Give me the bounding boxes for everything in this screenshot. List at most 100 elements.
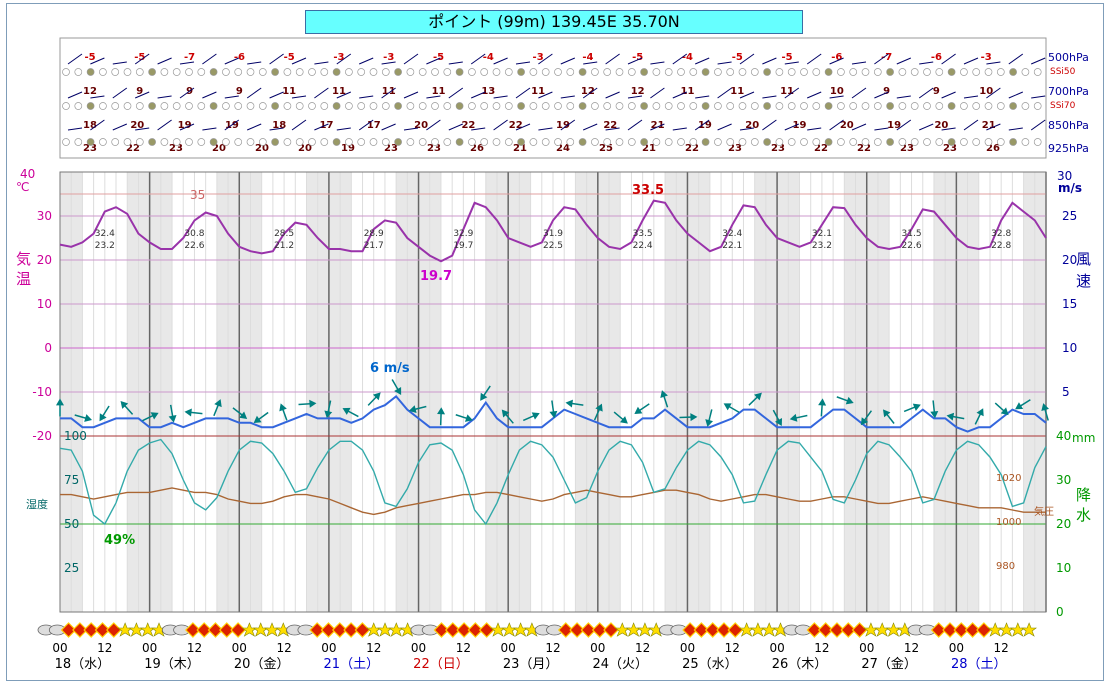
star-icon xyxy=(625,622,642,637)
upper-air-temp: 18 xyxy=(272,120,286,131)
humidity-dot xyxy=(234,102,243,110)
sun-icon xyxy=(354,622,371,638)
wind-barb xyxy=(67,91,83,99)
humidity-dot xyxy=(984,68,993,76)
upper-air-temp: 11 xyxy=(382,86,396,97)
humidity-dot xyxy=(910,102,919,110)
wind-arrow-head xyxy=(408,405,417,414)
sun-icon xyxy=(704,622,721,638)
wind-arrow-head xyxy=(818,398,827,406)
upper-air-temp: 12 xyxy=(83,86,97,97)
humidity-dot xyxy=(960,68,968,76)
wind-arrow xyxy=(437,407,446,426)
upper-air-temp: -6 xyxy=(831,52,842,63)
wind-barb xyxy=(291,57,307,65)
humidity-dot xyxy=(295,68,304,76)
humidity-dot xyxy=(111,102,120,110)
wind-barb xyxy=(807,127,822,131)
upper-air-temp: 24 xyxy=(556,143,570,154)
sun-icon xyxy=(230,622,246,638)
humidity-dot xyxy=(431,102,439,110)
humidity-dot xyxy=(345,102,353,110)
hour-label-00: 00 xyxy=(501,641,516,655)
wind-barb xyxy=(135,91,150,99)
wind-arrow-head xyxy=(239,411,248,419)
humidity-dot xyxy=(308,68,316,76)
wind-barb xyxy=(426,95,441,99)
humidity-dot xyxy=(74,102,83,110)
wind-barb xyxy=(627,95,643,99)
upper-air-temp: 22 xyxy=(126,143,140,154)
upper-air-temp: -5 xyxy=(632,52,643,63)
wind-arrow-head xyxy=(1000,407,1009,416)
humidity-dot xyxy=(947,138,956,146)
humidity-dot xyxy=(960,102,968,110)
humidity-dot xyxy=(185,68,193,76)
humidity-tick: 75 xyxy=(64,473,79,487)
sun-icon xyxy=(693,622,710,638)
wind-arrow xyxy=(342,407,359,418)
humidity-dot xyxy=(246,138,255,146)
humidity-dot xyxy=(578,68,587,76)
ssi50-label: SSi50 xyxy=(1050,67,1076,77)
wind-barb xyxy=(762,119,777,131)
humidity-dot xyxy=(99,138,107,146)
upper-air-temp: 9 xyxy=(236,86,243,97)
humidity-dot xyxy=(824,102,833,110)
humidity-dot xyxy=(677,138,685,146)
humidity-dot xyxy=(369,68,378,76)
precip-tick: 40 xyxy=(1056,429,1071,443)
sun-icon xyxy=(343,622,359,638)
sun-icon xyxy=(444,622,461,638)
humidity-dot xyxy=(1033,102,1042,110)
daily-min-temp: 23.2 xyxy=(95,241,115,251)
humidity-dot xyxy=(295,102,304,110)
wind-arrow xyxy=(679,413,698,422)
humidity-dot xyxy=(480,68,489,76)
wind-arrow xyxy=(860,410,873,426)
humidity-dot xyxy=(517,102,525,110)
wind-arrow xyxy=(184,408,203,417)
wind-tick-30: 30 xyxy=(1057,169,1072,183)
humidity-tick: 50 xyxy=(64,517,79,531)
humidity-dot xyxy=(246,102,255,110)
wind-barb xyxy=(112,61,127,65)
daily-max-temp: 28.5 xyxy=(274,229,294,239)
upper-air-temp: 19 xyxy=(887,120,901,131)
wind-barb xyxy=(986,123,1001,131)
humidity-dot xyxy=(283,138,292,146)
star-icon xyxy=(874,622,891,637)
humidity-dot xyxy=(443,102,452,110)
wind-arrow xyxy=(748,392,762,406)
wind-barb xyxy=(179,123,195,131)
humidity-dot xyxy=(345,138,353,146)
humidity-dot xyxy=(258,68,267,76)
humidity-dot xyxy=(984,102,993,110)
upper-air-temp: 12 xyxy=(581,86,595,97)
humidity-dot xyxy=(763,138,771,146)
wind-barb xyxy=(448,61,463,65)
wind-arrow-head xyxy=(184,408,192,417)
wind-barb xyxy=(157,95,172,99)
wind-barb xyxy=(381,61,396,65)
sun-icon xyxy=(682,622,698,638)
wind-barb xyxy=(493,119,508,131)
humidity-dot xyxy=(750,102,759,110)
upper-air-temp: -5 xyxy=(433,52,444,63)
pressure-level-label: 700hPa xyxy=(1048,85,1089,98)
wind-barb xyxy=(1008,91,1023,99)
humidity-dot xyxy=(677,102,685,110)
sun-icon xyxy=(840,622,857,638)
max-temp-annotation: 33.5 xyxy=(632,183,664,198)
humidity-dot xyxy=(320,138,329,146)
star-icon xyxy=(750,622,766,637)
wind-arrow xyxy=(279,403,288,421)
humidity-dot xyxy=(578,138,587,146)
humidity-dot xyxy=(664,138,673,146)
wind-barb xyxy=(694,119,710,131)
star-icon xyxy=(490,622,506,637)
humidity-dot xyxy=(689,102,698,110)
humidity-dot xyxy=(886,102,894,110)
humidity-dot xyxy=(271,138,279,146)
upper-air-temp: 10 xyxy=(830,86,844,97)
